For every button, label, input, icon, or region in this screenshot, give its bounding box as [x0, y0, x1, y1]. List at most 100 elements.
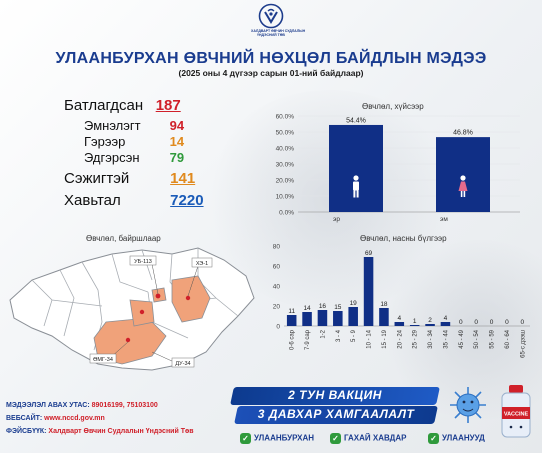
stat-value: 14: [169, 134, 185, 149]
phone-value: 89016199, 75103100: [91, 402, 158, 409]
age-category-label: 45 - 49: [459, 329, 465, 348]
age-category-label: 50 - 54: [474, 329, 480, 348]
age-bar: [425, 324, 435, 326]
age-data-label: 0: [521, 319, 525, 326]
age-category-label: 5 - 9: [351, 329, 357, 342]
age-category-label: 10 - 14: [367, 329, 373, 348]
banner-doses-text: 2 ТУН ВАКЦИН: [288, 388, 382, 402]
age-category-label: 20 - 24: [397, 329, 403, 348]
map-title: Өвчлөл, байршлаар: [86, 234, 161, 243]
check-icon: ✓: [240, 433, 251, 444]
stat-suspected: Сэжигтэй 141: [64, 170, 195, 187]
map-label-du: ДУ-34: [175, 361, 190, 367]
gender-y-tick: 50.0%: [276, 130, 295, 137]
male-icon: [353, 175, 359, 198]
age-y-tick: 20: [273, 304, 281, 311]
age-category-label: 25 - 29: [413, 329, 419, 348]
phone-label: МЭДЭЭЛЭЛ АВАХ УТАС:: [6, 402, 90, 409]
virus-icon: [450, 387, 486, 423]
stat-confirmed: Батлагдсан 187: [64, 97, 181, 114]
age-bar: [409, 325, 420, 326]
stat-value: 141: [170, 170, 196, 187]
map-label-ub: УБ-113: [134, 259, 152, 265]
age-data-label: 0: [459, 319, 463, 326]
age-category-label: 7-9 сар: [305, 329, 311, 350]
stat-label: Хавьтал: [64, 192, 121, 209]
gender-y-tick: 30.0%: [276, 162, 295, 169]
page-title: УЛААНБУРХАН ӨВЧНИЙ НӨХЦӨЛ БАЙДЛЫН МЭДЭЭ: [55, 50, 487, 67]
stat-value: 94: [169, 118, 185, 133]
age-bar: [363, 257, 374, 326]
age-y-tick: 0: [276, 324, 280, 331]
age-data-label: 1: [413, 318, 417, 325]
age-y-tick: 40: [273, 284, 281, 291]
banner-protection-text: 3 ДАВХАР ХАМГААЛАЛТ: [257, 407, 415, 421]
web-value[interactable]: www.nccd.gov.mn: [44, 415, 105, 422]
age-category-label: 35 - 44: [443, 329, 449, 348]
map-dot-du: [139, 309, 145, 315]
gender-chart-title: Өвчлөл, хүйсээр: [362, 102, 424, 111]
stat-label: Гэрээр: [84, 134, 126, 149]
age-data-label: 4: [398, 315, 402, 322]
age-chart-title: Өвчлөл, насны бүлгээр: [360, 234, 447, 243]
tag-rubella: ✓ УЛААНУУД: [428, 433, 485, 444]
age-data-label: 15: [334, 304, 342, 311]
age-data-label: 11: [288, 308, 295, 315]
vaccine-vial-icon: VACCINE: [501, 385, 531, 438]
stat-value: 187: [155, 97, 181, 114]
gender-y-tick: 10.0%: [276, 194, 295, 201]
gender-y-tick: 20.0%: [276, 178, 295, 185]
age-bar: [440, 322, 451, 326]
age-data-label: 14: [303, 305, 311, 312]
gender-data-label: 54.4%: [346, 117, 366, 124]
stat-hospital: Эмнэлэгт 94: [84, 118, 184, 133]
stat-recovered: Эдгэрсэн 79: [84, 150, 184, 165]
age-category-label: 55 - 59: [490, 329, 496, 348]
age-bar: [302, 312, 312, 326]
contact-facebook: ФЭЙСБҮҮК: Халдварт Өвчин Судлалын Үндэсн…: [6, 428, 194, 435]
age-data-label: 4: [444, 315, 448, 322]
gender-bar: [329, 124, 383, 212]
stat-label: Батлагдсан: [64, 97, 144, 114]
page-subtitle: (2025 оны 4 дүгээр сарын 01-ний байдлаар…: [178, 68, 364, 78]
nccd-logo: ХАЛДВАРТ ӨВЧИН СУДЛАЛЫН ҮНДЭСНИЙ ТӨВ: [251, 3, 305, 37]
gender-y-tick: 60.0%: [276, 114, 295, 121]
stat-value: 79: [169, 150, 185, 165]
map-dot-umg: [125, 337, 131, 343]
map-label-umg: ӨМГ-34: [93, 357, 113, 363]
map-label-khe: ХЭ-1: [196, 261, 208, 267]
facebook-value[interactable]: Халдварт Өвчин Судлалын Үндэсний Төв: [48, 428, 194, 435]
gender-category-label: эм: [440, 216, 448, 223]
age-bar: [317, 310, 328, 326]
mongolia-map: УБ-113 ХЭ-1 ӨМГ-34 ДУ-34: [9, 247, 255, 371]
age-category-label: 3 - 4: [336, 329, 342, 342]
vial-label: VACCINE: [504, 412, 529, 418]
stat-label: Сэжигтэй: [64, 170, 130, 187]
check-icon: ✓: [428, 433, 439, 444]
facebook-label: ФЭЙСБҮҮК:: [6, 428, 47, 435]
contact-phone: МЭДЭЭЛЭЛ АВАХ УТАС: 89016199, 75103100: [6, 402, 158, 409]
age-category-label: 0-6 сар: [290, 329, 296, 350]
stat-home: Гэрээр 14: [84, 134, 184, 149]
web-label: ВЕБСАЙТ:: [6, 415, 43, 422]
logo-emblem-icon: [258, 3, 284, 29]
age-bar: [333, 311, 343, 326]
age-category-label: 30 - 34: [428, 329, 434, 348]
gender-y-tick: 0.0%: [279, 210, 294, 217]
check-icon: ✓: [330, 433, 341, 444]
map-dot-ub: [155, 293, 161, 299]
stat-value: 7220: [170, 192, 204, 209]
logo-text-line2: ҮНДЭСНИЙ ТӨВ: [257, 33, 285, 37]
age-category-label: 65-с дээш: [520, 330, 526, 358]
age-data-label: 69: [365, 250, 373, 257]
gender-y-tick: 40.0%: [276, 146, 295, 153]
tag-mumps: ✓ ГАХАЙ ХАВДАР: [330, 433, 407, 444]
age-data-label: 0: [490, 319, 494, 326]
tag-measles: ✓ УЛААНБУРХАН: [240, 433, 314, 444]
gender-data-label: 46.8%: [453, 130, 473, 137]
age-y-tick: 80: [273, 244, 281, 251]
female-icon: [458, 175, 468, 197]
age-category-label: 1-2: [320, 329, 326, 338]
